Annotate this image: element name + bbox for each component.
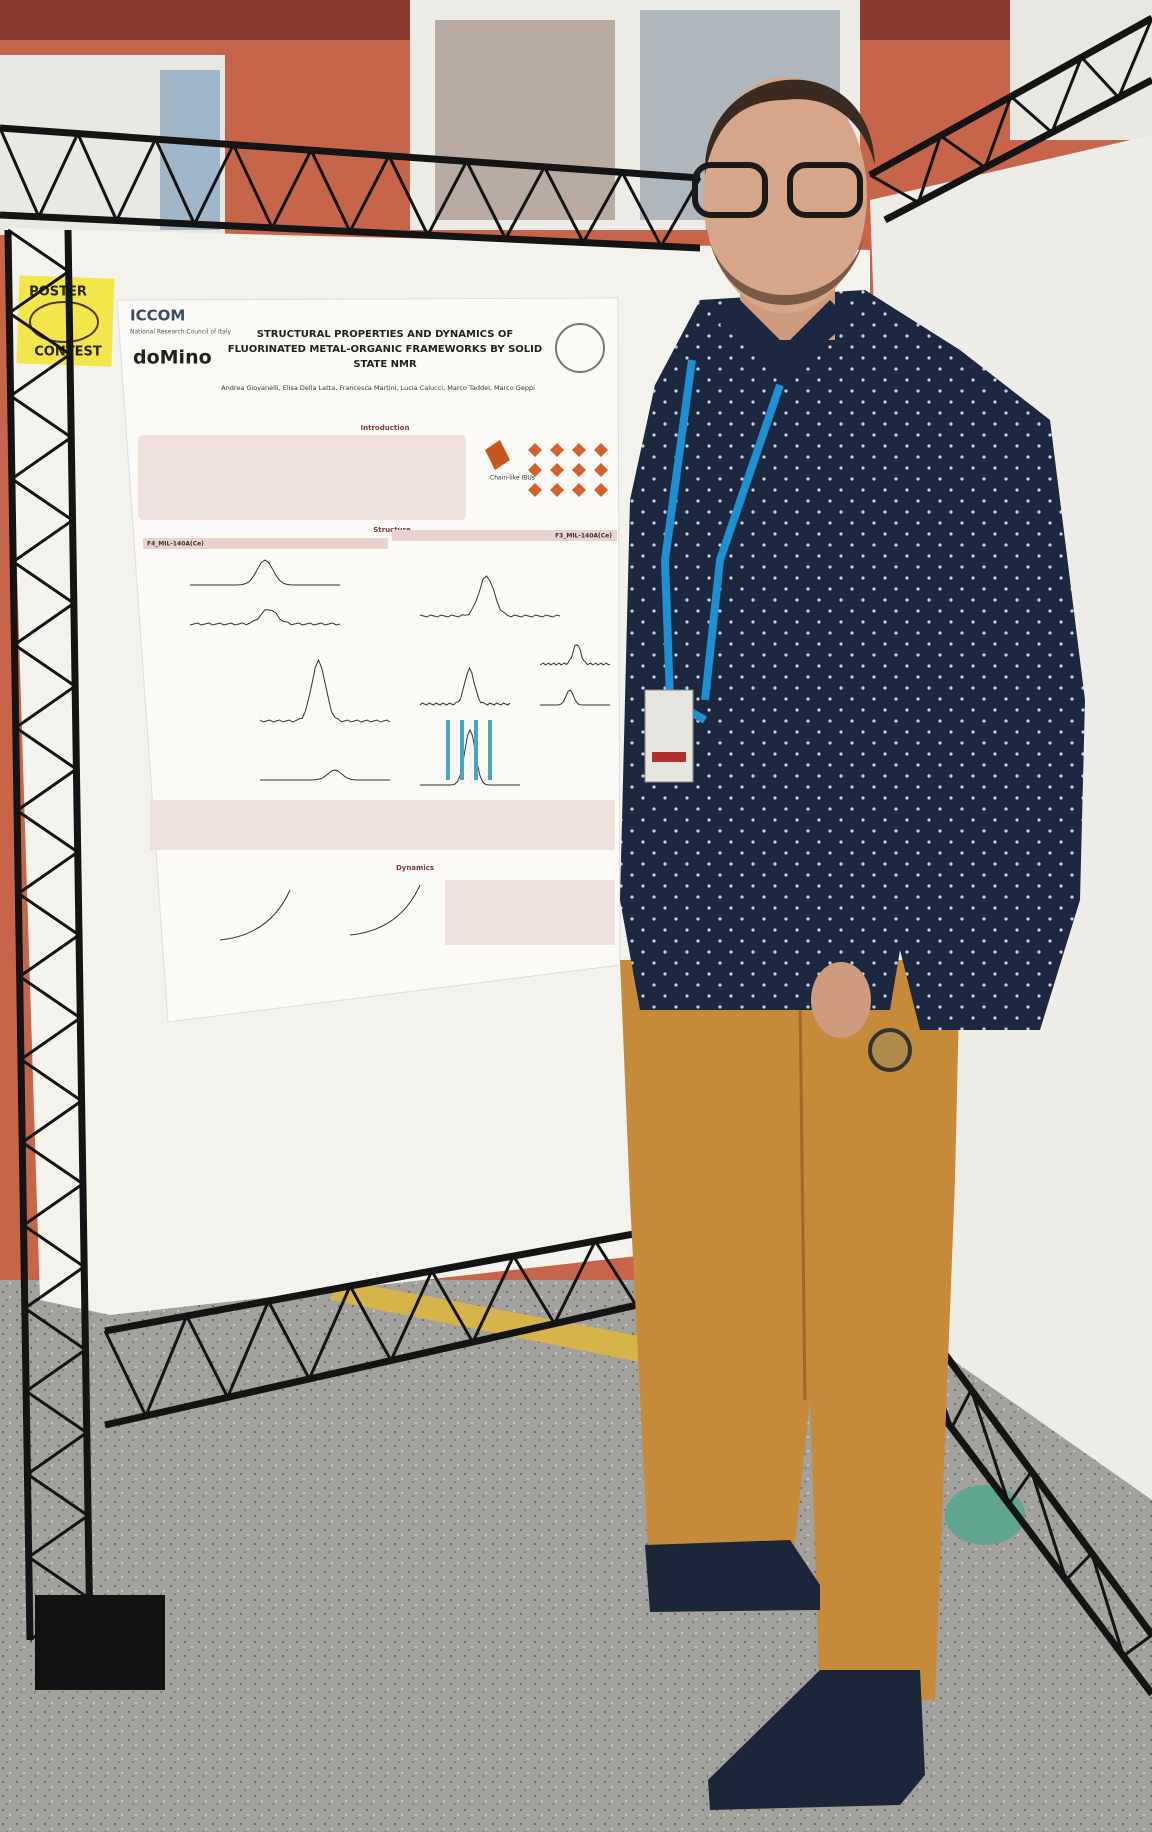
window-glass <box>435 20 615 220</box>
poster: ICCOM National Research Council of Italy… <box>116 297 621 1023</box>
spectrum-line <box>540 689 610 706</box>
sticker-emblem <box>29 301 99 343</box>
collar <box>720 300 850 380</box>
truss-brace <box>909 1307 1152 1659</box>
crystal-unit <box>528 463 542 477</box>
glasses <box>692 162 768 218</box>
crystal-unit <box>550 443 564 457</box>
truss-brace <box>0 127 702 250</box>
spectrum-line <box>260 769 390 781</box>
truss-rail <box>104 1222 678 1335</box>
figure-label: Chain-like IBUs <box>490 475 535 482</box>
spectrum-peak <box>474 720 478 780</box>
person <box>620 77 1085 1810</box>
dynamics-box <box>445 880 615 945</box>
truss-brace <box>103 1225 679 1420</box>
crystal-unit <box>528 483 542 497</box>
trouser-crease <box>798 999 807 1401</box>
truss-base <box>35 1595 165 1690</box>
logo: doMino <box>133 347 212 369</box>
panel-label: F4_MIL-140A(Ce) <box>147 541 204 548</box>
face <box>703 77 867 313</box>
crystal-unit <box>550 463 564 477</box>
truss <box>0 14 1152 1697</box>
poster-authors: Andrea Giovanelli, Elisa Della Latta, Fr… <box>221 384 535 392</box>
university-seal <box>555 323 605 373</box>
glasses <box>787 162 863 218</box>
badge <box>644 689 694 783</box>
section-header: Dynamics <box>396 864 434 872</box>
spectra-figures <box>150 559 615 941</box>
spectrum-line <box>419 666 511 706</box>
truss-brace <box>869 17 1152 205</box>
logo: ICCOM <box>130 307 185 325</box>
crystal-unit <box>594 443 608 457</box>
crystal-unit <box>572 443 586 457</box>
panel-header <box>392 530 617 541</box>
poster-title: FLUORINATED METAL-ORGANIC FRAMEWORKS BY … <box>228 344 542 355</box>
intro-box <box>138 435 466 520</box>
floor-tape <box>330 1280 650 1362</box>
crystal-unit <box>528 443 542 457</box>
crystal-unit <box>572 463 586 477</box>
crystal-unit <box>550 483 564 497</box>
logo-subtitle: National Research Council of Italy <box>130 329 232 336</box>
sticker-bg <box>16 275 115 367</box>
truss-rail <box>0 124 701 182</box>
spectrum-line <box>189 609 341 626</box>
crystal-unit <box>594 483 608 497</box>
crystal-unit <box>594 463 608 477</box>
hand <box>811 962 871 1038</box>
poster-title: STATE NMR <box>353 359 417 370</box>
panel-header <box>143 538 388 549</box>
section-header: Introduction <box>361 424 410 432</box>
window-glass <box>160 70 220 230</box>
trousers <box>620 960 960 1700</box>
lanyard <box>701 383 784 701</box>
crystal-unit <box>485 440 510 470</box>
spectrum-peak <box>446 720 450 780</box>
watch <box>868 1028 912 1072</box>
panel-label: F3_MIL-140A(Ce) <box>555 533 612 540</box>
spectrum-line <box>259 658 391 723</box>
plot-curve <box>349 884 421 936</box>
spectrum-line <box>539 644 611 666</box>
spectrum-peak <box>460 720 464 780</box>
poster-title: STRUCTURAL PROPERTIES AND DYNAMICS OF <box>257 329 513 340</box>
truss-rail <box>883 76 1152 224</box>
badge-stripe <box>652 752 686 762</box>
spectrum-peak <box>488 720 492 780</box>
caption-box <box>150 800 615 850</box>
truss-rail <box>920 1387 1152 1697</box>
shoe <box>645 1540 820 1612</box>
shoe <box>708 1670 925 1810</box>
spectrum-line <box>420 728 520 786</box>
crystal-figure <box>485 440 608 497</box>
hair <box>704 79 875 175</box>
shirt <box>620 290 1085 1030</box>
crystal-unit <box>572 483 586 497</box>
truss-brace <box>6 228 92 1642</box>
truss-rail <box>4 229 34 1641</box>
spectrum-line <box>190 559 340 586</box>
plot-curve <box>219 889 291 941</box>
spectrum-line <box>419 575 561 618</box>
